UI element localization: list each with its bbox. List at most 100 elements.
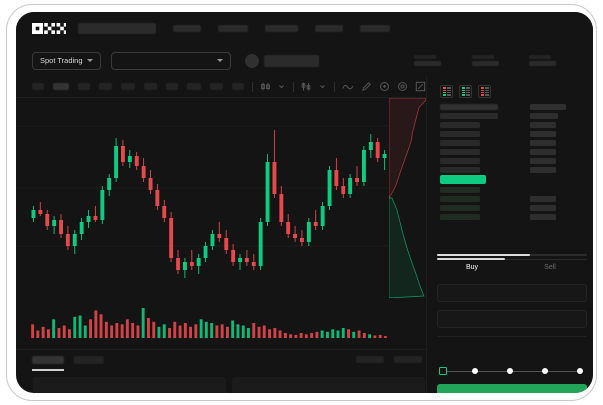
orderbook-ask-row[interactable] [427, 138, 593, 147]
nav-item-1[interactable] [218, 25, 248, 32]
toolbar-divider [293, 81, 295, 92]
timeframe-button-5[interactable] [143, 83, 157, 90]
nav-item-3[interactable] [315, 25, 343, 32]
timeframe-button-9[interactable] [232, 83, 245, 90]
fullscreen-icon[interactable] [415, 81, 426, 92]
chart-gridlines [16, 125, 388, 247]
orderbook-mode-asks[interactable] [478, 85, 491, 98]
header-stat-2 [529, 55, 556, 66]
timeframe-button-2[interactable] [78, 83, 91, 90]
amount-field[interactable] [437, 310, 587, 328]
slider-track [443, 370, 583, 372]
slider-stop-100[interactable] [577, 368, 583, 374]
slider-stop-75[interactable] [542, 368, 548, 374]
search-input[interactable] [78, 23, 156, 34]
timeframe-button-0[interactable] [32, 83, 45, 90]
stat-label [414, 55, 436, 59]
price-chart[interactable] [16, 98, 426, 298]
depth-chart-overlay [389, 98, 426, 298]
volume-chart [16, 302, 426, 352]
orderbook-mode-combined[interactable] [440, 85, 453, 98]
slider-handle[interactable] [439, 367, 447, 375]
okx-logo[interactable] [32, 23, 66, 34]
bottom-tab-1[interactable] [74, 356, 104, 364]
market-type-dropdown[interactable]: Spot Trading [32, 51, 101, 70]
orderbook-ask-row[interactable] [427, 129, 593, 138]
stat-value [414, 61, 441, 66]
bottom-action-1[interactable] [394, 356, 422, 363]
bottom-action-0[interactable] [356, 356, 384, 363]
pair-name-label [263, 54, 319, 67]
alert-bell-icon[interactable] [379, 81, 390, 92]
chevron-down-icon[interactable] [278, 83, 285, 90]
orderbook-depth-bar [437, 254, 587, 256]
orderbook-ask-row[interactable] [427, 156, 593, 165]
trade-tabs-track [437, 259, 587, 261]
orderbook-ask-row[interactable] [427, 165, 593, 174]
tab-sell[interactable]: Sell [544, 264, 556, 271]
orderbook-ask-row[interactable] [427, 147, 593, 156]
wave-line-icon[interactable] [342, 82, 354, 92]
chevron-down-icon [216, 59, 223, 62]
orderbook-rows[interactable] [427, 102, 593, 221]
market-type-label: Spot Trading [40, 56, 83, 65]
timeframe-button-6[interactable] [165, 83, 178, 90]
orderbook-header [427, 102, 593, 111]
okx-logo-icon [32, 23, 66, 34]
top-navigation-bar [16, 12, 593, 45]
trade-tab-active-underline [437, 258, 505, 260]
header-stat-1 [472, 55, 499, 66]
orderbook-depth-fill [437, 254, 530, 256]
chart-toolbar [16, 76, 426, 98]
orderbook-ask-row[interactable] [427, 111, 593, 120]
nav-item-2[interactable] [265, 25, 298, 32]
slider-stop-25[interactable] [472, 368, 478, 374]
tab-buy[interactable]: Buy [465, 264, 479, 271]
candlestick-series [31, 130, 387, 278]
candlestick-icon[interactable] [260, 81, 271, 92]
timeframe-button-3[interactable] [99, 83, 112, 90]
nav-item-0[interactable] [173, 25, 201, 32]
orderbook-bid-row[interactable] [427, 185, 593, 194]
timeframe-button-4[interactable] [120, 83, 135, 90]
positions-list[interactable] [232, 377, 425, 393]
chevron-down-icon [86, 59, 93, 62]
toolbar-divider [334, 81, 336, 92]
price-field[interactable] [437, 284, 587, 302]
bottom-tab-active-underline [32, 369, 64, 371]
buy-submit-button[interactable] [437, 384, 587, 393]
settings-gear-icon[interactable] [397, 81, 408, 92]
avatar [244, 53, 259, 68]
form-divider [437, 336, 587, 337]
toolbar-divider [252, 81, 254, 92]
orderbook-ask-row[interactable] [427, 120, 593, 129]
stat-label [529, 55, 551, 59]
orders-panel [16, 349, 426, 393]
app-screen: Spot Trading [16, 12, 593, 393]
volume-series [31, 308, 387, 339]
nav-item-4[interactable] [360, 25, 390, 32]
amount-percent-slider[interactable] [439, 366, 585, 376]
indicator-icon[interactable] [301, 81, 312, 92]
orderbook-bid-row[interactable] [427, 194, 593, 203]
orderbook-bid-row[interactable] [427, 212, 593, 221]
chevron-down-icon[interactable] [319, 83, 326, 90]
orders-list[interactable] [33, 377, 226, 393]
stat-value [472, 61, 499, 66]
orderbook-bid-row[interactable] [427, 203, 593, 212]
stat-value [529, 61, 556, 66]
orderbook-last-price [427, 174, 593, 185]
pencil-icon[interactable] [361, 81, 372, 92]
timeframe-button-1[interactable] [53, 83, 70, 90]
slider-stop-50[interactable] [507, 368, 513, 374]
timeframe-button-7[interactable] [186, 83, 201, 90]
header-stat-0 [414, 55, 441, 66]
timeframe-button-8[interactable] [210, 83, 224, 90]
orderbook-mode-bids[interactable] [459, 85, 472, 98]
stat-label [472, 55, 494, 59]
bottom-tab-0[interactable] [32, 356, 64, 364]
trading-pair-dropdown[interactable] [110, 51, 231, 70]
orderbook-view-modes [427, 76, 593, 98]
orderbook-trade-panel: Buy Sell [426, 76, 593, 393]
